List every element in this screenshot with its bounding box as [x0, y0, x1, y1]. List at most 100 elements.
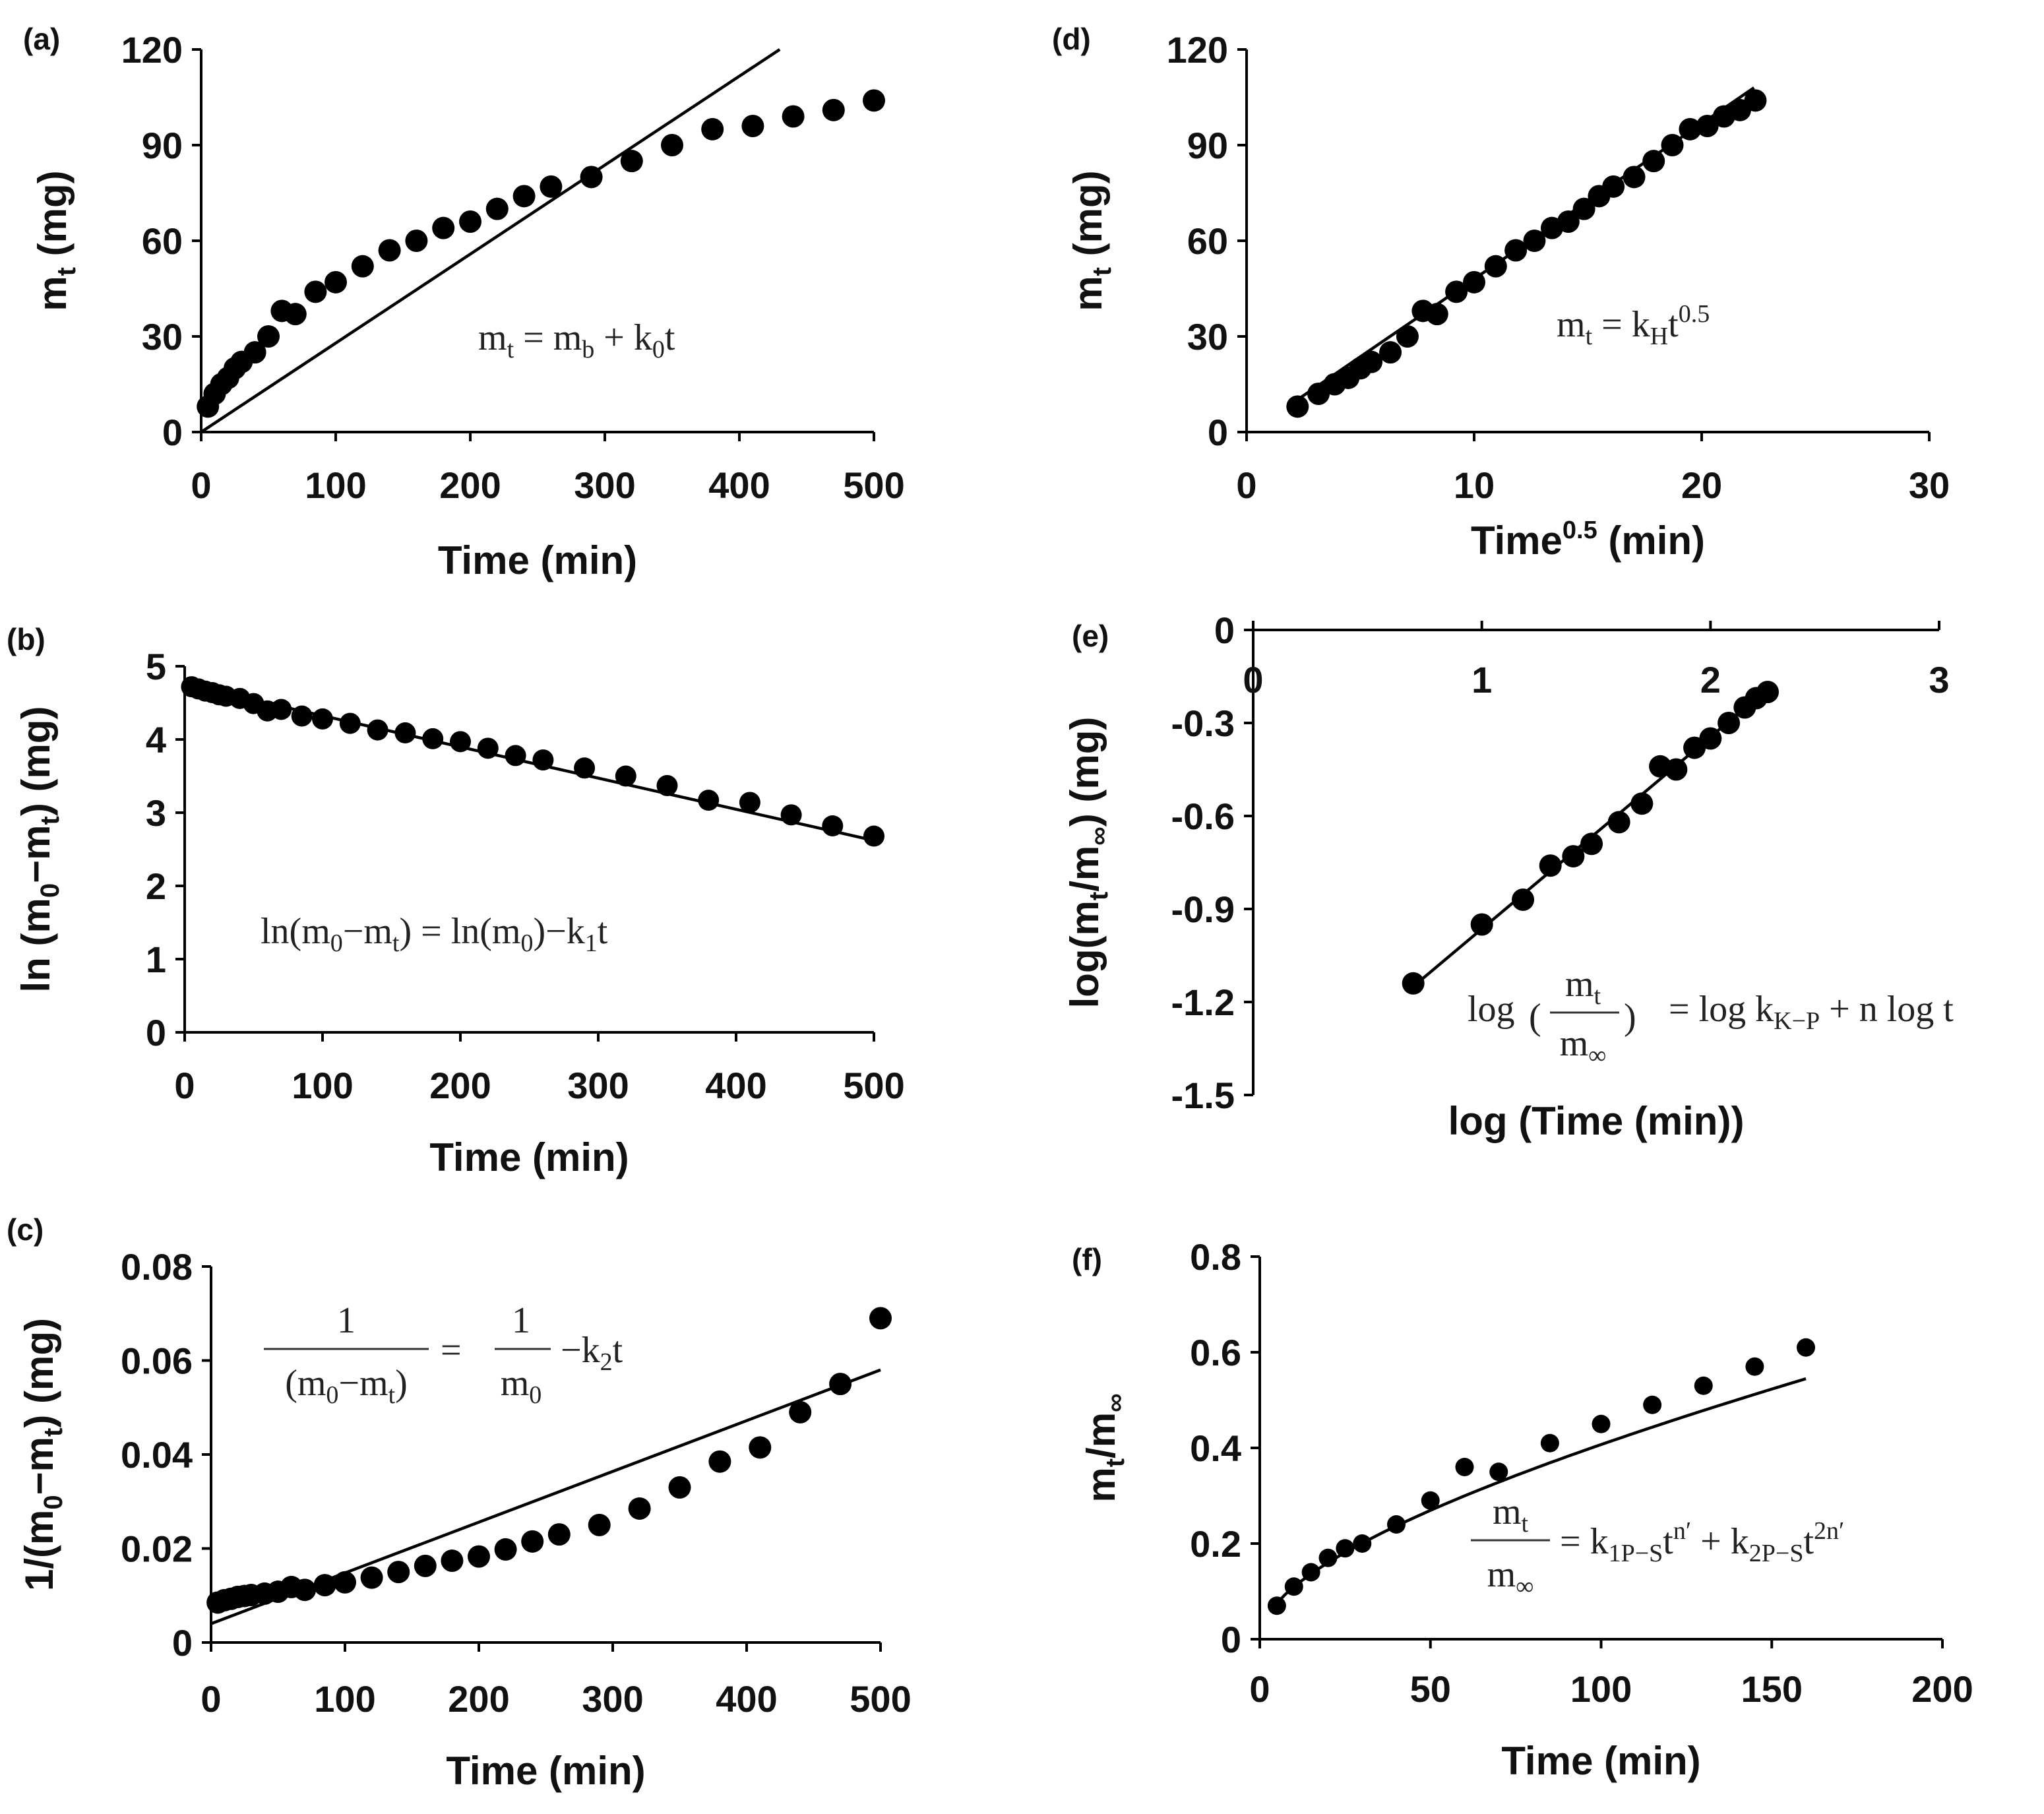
data-point — [441, 1549, 464, 1573]
x-tick-label: 400 — [705, 1065, 766, 1106]
y-tick-label: 0 — [1214, 610, 1235, 651]
data-point — [405, 230, 428, 252]
data-point — [829, 1373, 852, 1396]
x-tick-label: 0 — [1243, 659, 1263, 701]
data-point — [339, 712, 361, 734]
data-point — [468, 1545, 490, 1568]
data-point — [512, 185, 536, 208]
x-tick-label: 400 — [716, 1678, 777, 1720]
data-point — [1540, 1433, 1559, 1453]
data-point — [334, 1571, 356, 1594]
data-point — [1301, 1563, 1320, 1582]
data-point — [505, 745, 526, 766]
equation-c: 1 (m0−mt) = 1 m0 −k2t — [264, 1300, 623, 1409]
data-point — [378, 239, 401, 262]
y-tick-label: 0.04 — [121, 1434, 193, 1476]
data-point — [1696, 115, 1719, 137]
y-axis-title: mt (mg) — [30, 170, 81, 311]
svg-text:= log kK−P + n log t: = log kK−P + n log t — [1669, 989, 1954, 1035]
svg-text:−k2t: −k2t — [561, 1330, 623, 1376]
data-point — [628, 1497, 651, 1520]
data-point — [1307, 383, 1330, 405]
panel-c: (c) 0 0.02 0.04 0.06 0.08 0 100 200 300 400 500 Time… — [7, 1212, 912, 1793]
data-point — [547, 1523, 571, 1546]
data-point — [1607, 811, 1630, 834]
data-point — [620, 150, 643, 173]
data-point — [1744, 89, 1767, 112]
data-point — [312, 708, 333, 730]
y-tick-label: 120 — [121, 29, 183, 71]
equation-a: mt = mb + k0t — [478, 317, 675, 363]
data-point — [615, 765, 636, 787]
data-point — [387, 1561, 410, 1584]
data-point — [494, 1538, 517, 1561]
x-axis-title: Time (min) — [429, 1135, 629, 1179]
data-point — [574, 757, 596, 779]
y-tick-label: 0.06 — [121, 1340, 193, 1382]
svg-text:(: ( — [1529, 997, 1541, 1038]
x-axis-title: log (Time (min)) — [1448, 1099, 1745, 1143]
data-point — [432, 216, 455, 239]
x-tick-label: 100 — [305, 464, 366, 506]
equation-f: mt m∞ = k1P−Stn′ + k2P−St2n′ — [1471, 1491, 1844, 1600]
data-point — [1523, 230, 1546, 252]
data-point — [1718, 712, 1741, 734]
panel-b: (b) 0 1 2 3 4 5 0 100 200 300 400 500 Time (min) ln (m… — [7, 622, 905, 1179]
y-axis-title: ln (m0−mt) (mg) — [14, 706, 65, 993]
y-tick-label: 2 — [146, 865, 166, 907]
data-point — [1286, 395, 1309, 418]
data-point — [780, 804, 802, 826]
equation-e: log ( mt m∞ ) = log kK−P + n log t — [1468, 964, 1954, 1069]
data-point — [782, 105, 805, 128]
x-tick-label: 500 — [850, 1678, 911, 1720]
data-point — [588, 1513, 611, 1536]
y-tick-label: 60 — [1187, 220, 1228, 262]
data-point — [1630, 792, 1654, 815]
y-tick-label: -1.5 — [1171, 1075, 1235, 1116]
data-point — [477, 737, 499, 759]
panel-f: (f) 0 0.2 0.4 0.6 0.8 0 50 100 150 200 Time (min) mt… — [1072, 1236, 1973, 1783]
svg-text:= k1P−Stn′ + k2P−St2n′: = k1P−Stn′ + k2P−St2n′ — [1560, 1517, 1844, 1567]
y-tick-label: 0 — [1208, 412, 1228, 453]
y-tick-label: 4 — [146, 719, 166, 761]
svg-text:log: log — [1468, 989, 1515, 1030]
x-tick-label: 3 — [1929, 659, 1949, 701]
data-point — [1425, 303, 1448, 326]
data-point — [521, 1530, 544, 1553]
data-point — [1489, 1462, 1508, 1482]
data-point — [741, 115, 764, 137]
y-tick-label: 0 — [146, 1012, 166, 1053]
data-point — [270, 699, 292, 720]
x-tick-label: 500 — [843, 1065, 904, 1106]
x-tick-label: 10 — [1454, 464, 1495, 506]
data-point — [394, 722, 416, 744]
data-point — [701, 117, 724, 141]
panel-label: (f) — [1072, 1242, 1102, 1276]
data-point — [1665, 758, 1688, 781]
data-point — [1318, 1548, 1338, 1567]
data-point — [698, 790, 720, 811]
data-point — [789, 1400, 812, 1423]
x-tick-label: 0 — [201, 1678, 221, 1720]
x-tick-label: 2 — [1700, 659, 1721, 701]
y-tick-label: -0.3 — [1171, 703, 1235, 744]
y-tick-label: 120 — [1167, 29, 1228, 71]
equation-b: ln(m0−mt) = ln(m0)−k1t — [261, 911, 608, 957]
data-point — [284, 303, 307, 326]
fit-curve — [1276, 1377, 1807, 1604]
data-point — [540, 175, 563, 198]
data-point — [668, 1476, 691, 1499]
data-point — [1463, 270, 1485, 294]
data-point — [1353, 1534, 1372, 1553]
data-point — [708, 1450, 731, 1473]
data-point — [532, 749, 554, 771]
panel-d: (d) 0 30 60 90 120 0 10 20 30 Time0.5 (min) mt (mg) — [1052, 22, 1950, 563]
data-point — [414, 1554, 437, 1577]
data-point — [863, 89, 885, 112]
data-point — [656, 774, 678, 796]
y-tick-label: 0.4 — [1190, 1427, 1241, 1469]
data-point — [580, 166, 603, 189]
data-point — [863, 825, 884, 847]
svg-text:mt: mt — [1565, 964, 1601, 1010]
svg-text:1: 1 — [512, 1300, 530, 1341]
